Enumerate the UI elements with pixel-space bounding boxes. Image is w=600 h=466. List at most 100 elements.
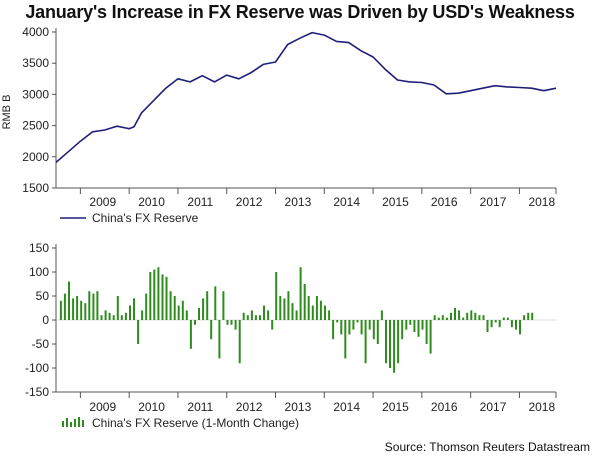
legend-label: China's FX Reserve (1-Month Change) <box>92 416 299 430</box>
y-tick-label: 2000 <box>22 150 49 164</box>
bar <box>263 305 265 320</box>
bar <box>96 291 99 320</box>
x-tick-label: 2014 <box>333 195 360 209</box>
bar <box>124 312 127 320</box>
x-tick-label: 2015 <box>382 195 409 209</box>
x-tick-label: 2017 <box>480 400 507 414</box>
bar <box>299 267 302 320</box>
bar <box>389 320 391 368</box>
x-tick-label: 2012 <box>236 400 263 414</box>
x-tick-label: 2015 <box>382 400 409 414</box>
bar <box>185 310 188 320</box>
bar <box>234 320 237 330</box>
bar <box>226 320 229 325</box>
chart-title: January's Increase in FX Reserve was Dri… <box>25 2 575 22</box>
bar <box>238 320 241 364</box>
bar <box>88 291 91 320</box>
bar <box>340 320 343 335</box>
bar <box>250 310 253 320</box>
bar <box>519 320 521 335</box>
y-tick-label: 50 <box>36 289 50 303</box>
bar <box>206 291 209 320</box>
bar <box>401 320 404 340</box>
x-tick-label: 2017 <box>480 195 507 209</box>
bar <box>80 300 83 320</box>
bar <box>153 269 156 320</box>
bar <box>441 315 444 320</box>
bar <box>181 300 184 320</box>
bar <box>242 312 245 320</box>
bar <box>352 320 355 330</box>
bar <box>454 308 456 320</box>
y-tick-label: 0 <box>42 313 49 327</box>
x-tick-label: 2010 <box>138 195 165 209</box>
bar <box>112 315 115 320</box>
bar <box>76 296 79 320</box>
bar <box>462 317 465 320</box>
bar <box>287 291 290 320</box>
bar <box>84 303 87 320</box>
bar <box>141 310 144 320</box>
bar <box>72 298 75 320</box>
bar <box>397 320 400 364</box>
bar <box>478 315 481 320</box>
x-tick-label: 2018 <box>528 400 555 414</box>
bar <box>486 320 489 332</box>
bar <box>344 320 347 359</box>
y-tick-label: 3500 <box>22 56 49 70</box>
bar <box>165 276 168 320</box>
bar <box>194 320 196 325</box>
bar <box>385 320 387 364</box>
bar <box>450 312 452 320</box>
bar <box>59 300 62 320</box>
bar <box>490 320 493 328</box>
x-tick-label: 2013 <box>285 400 312 414</box>
bar <box>222 291 225 320</box>
bar <box>523 315 526 320</box>
bar <box>307 296 310 320</box>
bar <box>445 317 448 320</box>
bar <box>348 320 351 335</box>
bar <box>482 315 485 320</box>
y-tick-label: 1500 <box>22 181 49 195</box>
bar <box>502 317 505 320</box>
series-line <box>55 31 557 164</box>
bar <box>506 317 509 320</box>
bar <box>332 320 335 340</box>
bar <box>433 315 436 320</box>
bar <box>259 315 261 320</box>
bar <box>291 303 294 320</box>
bar <box>311 305 314 320</box>
source-note: Source: Thomson Reuters Datastream <box>384 440 590 454</box>
x-tick-label: 2011 <box>187 195 213 209</box>
bar <box>173 296 176 320</box>
bar <box>498 320 501 328</box>
x-tick-label: 2016 <box>431 400 458 414</box>
bar <box>315 296 318 320</box>
bar <box>169 291 172 320</box>
bar <box>413 320 416 332</box>
bar <box>303 284 306 320</box>
bar <box>120 315 123 320</box>
bar <box>129 305 131 320</box>
x-tick-label: 2016 <box>431 195 458 209</box>
bar <box>336 320 339 323</box>
y-tick-label: 3000 <box>22 87 49 101</box>
x-tick-label: 2018 <box>528 195 555 209</box>
bar <box>466 312 469 320</box>
x-tick-label: 2012 <box>236 195 263 209</box>
bar <box>393 320 396 373</box>
x-tick-label: 2009 <box>89 400 116 414</box>
bar <box>405 320 408 330</box>
bar <box>177 305 180 320</box>
bar <box>210 320 213 340</box>
bar <box>409 320 412 325</box>
bar <box>494 320 497 323</box>
legend-swatch-bar <box>74 419 76 427</box>
bar <box>133 298 135 320</box>
bar <box>372 320 375 340</box>
bar <box>458 310 461 320</box>
y-tick-label: -50 <box>32 337 50 351</box>
y-tick-label: 2500 <box>22 119 49 133</box>
